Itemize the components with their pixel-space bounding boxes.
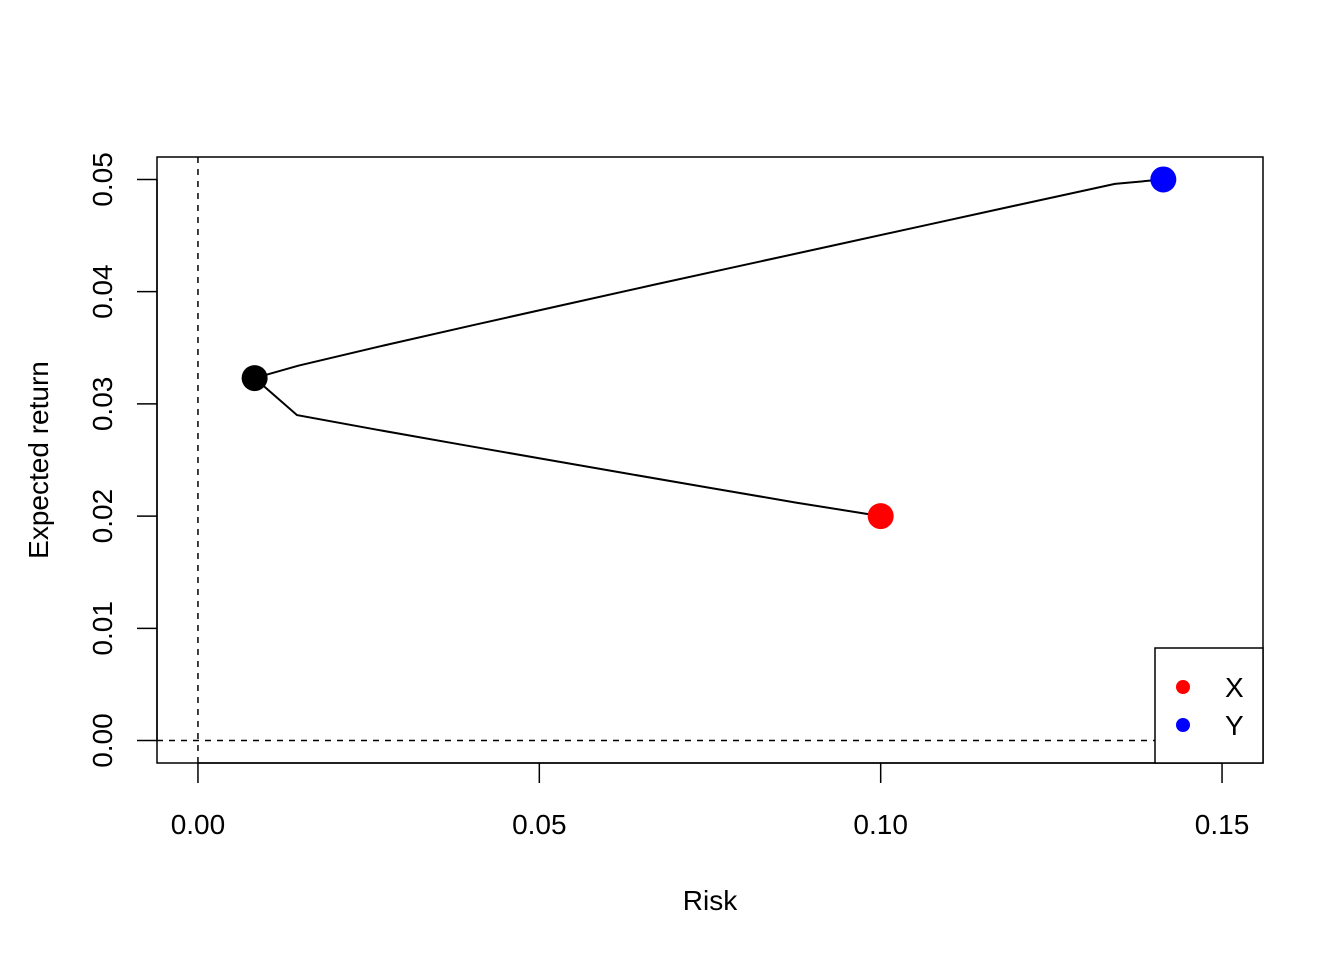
frontier-lines [252, 178, 1164, 518]
legend-marker-x [1176, 680, 1190, 694]
x-tick-label: 0.10 [853, 809, 908, 840]
legend: XY [1154, 647, 1264, 764]
y-tick-label: 0.01 [87, 601, 118, 656]
point-min-variance [241, 365, 268, 392]
y-tick-label: 0.03 [87, 377, 118, 432]
legend-label-y: Y [1225, 710, 1244, 741]
y-tick-label: 0.02 [87, 489, 118, 544]
x-tick-label: 0.00 [171, 809, 226, 840]
legend-label-x: X [1225, 672, 1244, 703]
frontier-line [252, 178, 1164, 518]
y-tick-label: 0.05 [87, 152, 118, 207]
y-axis-label: Expected return [23, 361, 54, 559]
legend-marker-y [1176, 718, 1190, 732]
point-y [1150, 166, 1177, 193]
data-points [241, 166, 1177, 530]
point-x [867, 503, 894, 530]
legend-box [1154, 647, 1264, 764]
x-axis-label: Risk [683, 885, 738, 916]
y-tick-label: 0.00 [87, 713, 118, 768]
x-tick-label: 0.05 [512, 809, 567, 840]
x-axis: 0.00 0.05 0.10 0.15 [171, 762, 1250, 840]
plot-frame [156, 156, 1264, 764]
reference-lines [157, 157, 1263, 763]
y-tick-label: 0.04 [87, 264, 118, 319]
x-tick-label: 0.15 [1195, 809, 1250, 840]
y-axis: 0.00 0.01 0.02 0.03 0.04 0.05 [87, 152, 158, 768]
